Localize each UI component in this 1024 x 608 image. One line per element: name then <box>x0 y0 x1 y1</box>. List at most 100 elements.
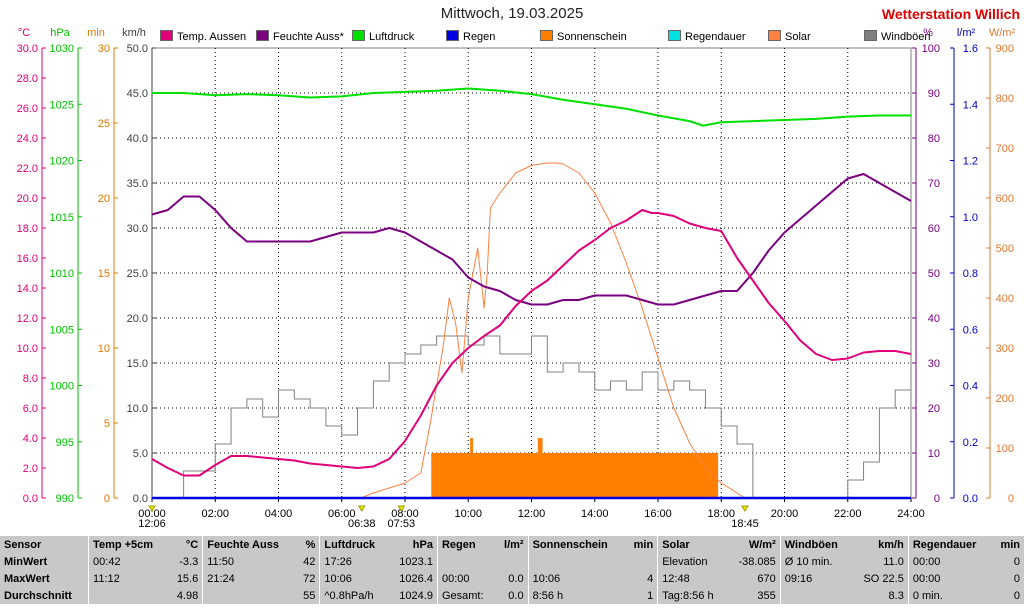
stats-header-cell: Sonnenschein <box>527 536 626 553</box>
stats-value: 72 <box>303 572 316 585</box>
y-tick-label: 0.4 <box>963 381 978 393</box>
stats-cell: Elevation <box>657 553 728 570</box>
y-tick-label: 25.0 <box>127 268 148 280</box>
y-tick-label: 1005 <box>50 324 74 336</box>
y-tick-label: 1025 <box>50 99 74 111</box>
y-tick-label: 700 <box>996 143 1014 155</box>
y-tick-label: 40.0 <box>127 133 148 145</box>
y-tick-label: 500 <box>996 243 1014 255</box>
legend-swatch <box>256 30 269 41</box>
y-tick-label: 1030 <box>50 43 74 55</box>
stats-header-unit: °C <box>185 538 199 551</box>
y-tick-label: 22.0 <box>17 163 38 175</box>
axis-unit-label: hPa <box>50 27 70 39</box>
x-tick-label: 00:00 <box>138 508 166 520</box>
axis-unit-label: km/h <box>122 27 146 39</box>
y-tick-label: 995 <box>56 437 74 449</box>
y-tick-label: 0.6 <box>963 324 978 336</box>
x-tick-label: 14:00 <box>581 508 609 520</box>
stats-value: 0.0 <box>508 572 524 585</box>
y-tick-label: 6.0 <box>23 403 38 415</box>
temperature-line <box>151 209 912 477</box>
marker-icon <box>148 505 156 512</box>
stats-value: 670 <box>757 572 776 585</box>
stats-cell: 17:26 <box>319 553 389 570</box>
solar-line <box>360 162 746 499</box>
stats-header-cell: Luftdruck <box>319 536 389 553</box>
stats-value <box>496 553 529 570</box>
x-tick-label: 24:00 <box>897 508 925 520</box>
stats-cell: 12:48 <box>657 570 728 587</box>
y-tick-label: 28.0 <box>17 73 38 85</box>
stats-cell: 21:24 <box>202 570 296 587</box>
humidity-line <box>151 173 912 306</box>
stats-header-unit: % <box>305 538 316 551</box>
y-tick-label: 0.8 <box>963 268 978 280</box>
x-tick-label: 10:00 <box>454 508 482 520</box>
stats-cell <box>436 553 496 570</box>
legend-label: Temp. Aussen <box>177 31 247 43</box>
x-tick-label: 20:00 <box>771 508 799 520</box>
table-row: MinWert 00:42 -3.3 11:50 42 17:26 1023.1 Elevat… <box>0 553 1024 570</box>
x-tick-label: 06:00 <box>328 508 356 520</box>
marker-label: 18:45 <box>731 518 759 530</box>
y-tick-label: 10 <box>928 448 940 460</box>
stats-header-unit: hPa <box>412 538 433 551</box>
marker-icon <box>741 505 749 512</box>
legend-item: Temp. Aussen <box>160 30 246 43</box>
y-tick-label: 18.0 <box>17 223 38 235</box>
stats-header-unit: min <box>633 538 654 551</box>
marker-label: 07:53 <box>388 518 416 530</box>
stats-cell: Ø 10 min. <box>779 553 852 570</box>
y-tick-label: 20 <box>928 403 940 415</box>
x-tick-label: 02:00 <box>201 508 229 520</box>
y-tick-label: 1.0 <box>963 212 978 224</box>
stats-cell: 11:50 <box>202 553 296 570</box>
table-row: Durchschnitt 4.98 55 ^0.8hPa/h 1024.9 Gesamt:… <box>0 587 1024 604</box>
legend-label: Solar <box>785 31 811 43</box>
legend-swatch <box>446 30 459 41</box>
stats-value: 1024.9 <box>399 589 433 602</box>
y-tick-label: 15.0 <box>127 358 148 370</box>
stats-cell: 10:06 <box>527 570 626 587</box>
y-tick-label: 12.0 <box>17 313 38 325</box>
stats-cell <box>527 553 626 570</box>
stats-header-cell: Sensor <box>4 538 42 551</box>
y-tick-label: 90 <box>928 88 940 100</box>
stats-header-cell: Feuchte Auss <box>202 536 296 553</box>
legend-item: Regendauer <box>668 30 746 43</box>
stats-value: 55 <box>303 589 316 602</box>
y-tick-label: 100 <box>996 443 1014 455</box>
marker-label: 06:38 <box>348 518 376 530</box>
y-tick-label: 0.2 <box>963 437 978 449</box>
y-tick-label: 1.4 <box>963 99 978 111</box>
stats-value: 0 <box>1013 572 1020 585</box>
stats-value: 4 <box>647 572 654 585</box>
legend-item: Regen <box>446 30 495 43</box>
y-tick-label: 14.0 <box>17 283 38 295</box>
stats-cell: 00:00 <box>436 570 496 587</box>
axis-unit-label: % <box>923 27 933 39</box>
marker-label: 12:06 <box>138 518 166 530</box>
y-tick-label: 0.0 <box>133 493 148 505</box>
stats-value: 1 <box>647 589 654 602</box>
weather-chart: 00:00 02:00 04:00 06:00 08:00 10:00 12:00 14:00… <box>17 27 1016 530</box>
y-tick-label: 0.0 <box>963 493 978 505</box>
stats-value: 42 <box>303 555 316 568</box>
y-tick-label: 1020 <box>50 156 74 168</box>
y-tick-label: 0 <box>104 493 110 505</box>
legend-label: Regendauer <box>685 31 746 43</box>
y-tick-label: 5.0 <box>133 448 148 460</box>
y-tick-label: 60 <box>928 223 940 235</box>
y-tick-label: 100 <box>922 43 940 55</box>
stats-cell: 00:00 <box>907 570 992 587</box>
sunshine-area <box>431 438 719 498</box>
y-tick-label: 1010 <box>50 268 74 280</box>
stats-value: SO 22.5 <box>863 572 904 585</box>
stats-cell: 0 min. <box>907 587 992 604</box>
y-tick-label: 1015 <box>50 212 74 224</box>
y-tick-label: 8.0 <box>23 373 38 385</box>
legend-swatch <box>668 30 681 41</box>
legend-swatch <box>540 30 553 41</box>
axis-unit-label: °C <box>18 27 30 39</box>
